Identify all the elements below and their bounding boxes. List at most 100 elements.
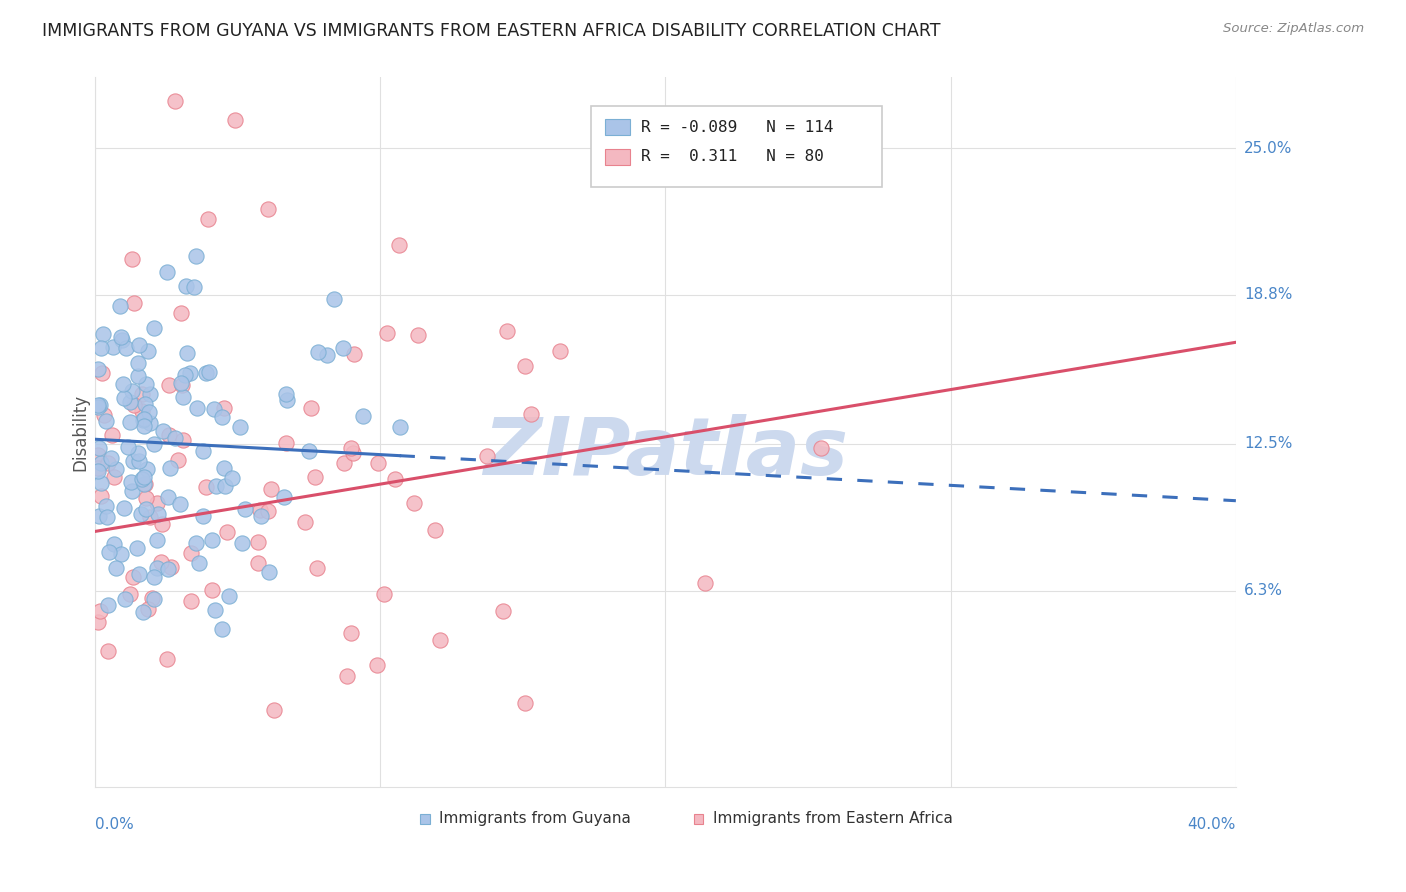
Point	[156, 651, 179, 665]
Text: Source: ZipAtlas.com: Source: ZipAtlas.com	[1223, 22, 1364, 36]
Point	[132, 605, 155, 619]
Point	[96, 414, 118, 428]
Text: R = -0.089   N = 114: R = -0.089 N = 114	[641, 120, 834, 135]
Point	[211, 622, 233, 636]
Point	[180, 545, 202, 559]
Point	[120, 415, 142, 429]
Point	[388, 420, 411, 434]
Point	[142, 591, 165, 606]
Point	[246, 534, 269, 549]
Point	[86, 448, 108, 462]
Point	[145, 560, 167, 574]
Point	[191, 509, 214, 524]
Point	[388, 237, 411, 252]
Point	[212, 460, 235, 475]
Point	[176, 345, 198, 359]
Point	[87, 615, 110, 630]
Point	[135, 377, 157, 392]
Point	[155, 265, 177, 279]
Point	[104, 462, 127, 476]
Text: 18.8%: 18.8%	[1244, 287, 1292, 302]
Point	[156, 561, 179, 575]
Point	[121, 252, 143, 267]
Point	[100, 427, 122, 442]
Point	[366, 657, 388, 672]
Point	[157, 490, 180, 504]
Point	[495, 324, 517, 338]
Point	[157, 378, 180, 392]
Point	[250, 508, 273, 523]
Point	[129, 507, 152, 521]
Point	[138, 509, 160, 524]
Point	[98, 545, 121, 559]
Text: Immigrants from Eastern Africa: Immigrants from Eastern Africa	[713, 811, 952, 826]
Point	[97, 456, 120, 470]
Point	[170, 378, 193, 392]
Point	[352, 409, 374, 423]
Point	[475, 449, 498, 463]
Text: ZIPatlas: ZIPatlas	[482, 415, 848, 492]
Point	[128, 454, 150, 468]
Point	[276, 386, 298, 401]
Point	[127, 541, 149, 555]
Point	[91, 366, 114, 380]
Point	[105, 561, 128, 575]
Point	[103, 470, 125, 484]
Point	[187, 556, 209, 570]
Point	[224, 112, 246, 127]
Bar	[693, 814, 703, 823]
Point	[307, 344, 329, 359]
Point	[184, 249, 207, 263]
Point	[229, 420, 252, 434]
Point	[513, 359, 536, 373]
Point	[121, 384, 143, 398]
Point	[195, 480, 218, 494]
Point	[100, 450, 122, 465]
Point	[217, 524, 239, 539]
Point	[520, 407, 543, 421]
Point	[112, 377, 135, 392]
Text: IMMIGRANTS FROM GUYANA VS IMMIGRANTS FROM EASTERN AFRICA DISABILITY CORRELATION : IMMIGRANTS FROM GUYANA VS IMMIGRANTS FRO…	[42, 22, 941, 40]
Point	[121, 483, 143, 498]
Text: 0.0%: 0.0%	[94, 817, 134, 832]
Point	[86, 398, 108, 412]
Point	[132, 419, 155, 434]
Point	[693, 576, 716, 591]
Point	[139, 416, 162, 430]
Point	[145, 496, 167, 510]
Point	[128, 338, 150, 352]
Point	[384, 473, 406, 487]
Point	[90, 476, 112, 491]
Point	[211, 410, 233, 425]
Point	[122, 398, 145, 412]
Text: 25.0%: 25.0%	[1244, 141, 1292, 156]
Point	[340, 441, 363, 455]
Point	[221, 471, 243, 485]
Point	[157, 428, 180, 442]
Point	[127, 446, 149, 460]
Point	[90, 456, 112, 470]
Point	[165, 431, 187, 445]
Bar	[605, 120, 630, 135]
Point	[204, 603, 226, 617]
Bar	[605, 149, 630, 165]
Point	[96, 510, 118, 524]
Point	[148, 507, 170, 521]
Point	[89, 341, 111, 355]
Text: 40.0%: 40.0%	[1188, 817, 1236, 832]
Point	[307, 561, 329, 575]
Point	[136, 344, 159, 359]
Point	[91, 327, 114, 342]
Point	[201, 533, 224, 548]
Point	[202, 401, 225, 416]
Text: R =  0.311   N = 80: R = 0.311 N = 80	[641, 149, 824, 164]
Point	[96, 598, 118, 612]
Point	[173, 368, 195, 382]
Point	[235, 502, 257, 516]
Point	[294, 516, 316, 530]
Point	[127, 356, 149, 370]
Text: 12.5%: 12.5%	[1244, 436, 1292, 451]
Text: Immigrants from Guyana: Immigrants from Guyana	[439, 811, 630, 826]
Point	[120, 475, 142, 490]
Point	[172, 390, 194, 404]
